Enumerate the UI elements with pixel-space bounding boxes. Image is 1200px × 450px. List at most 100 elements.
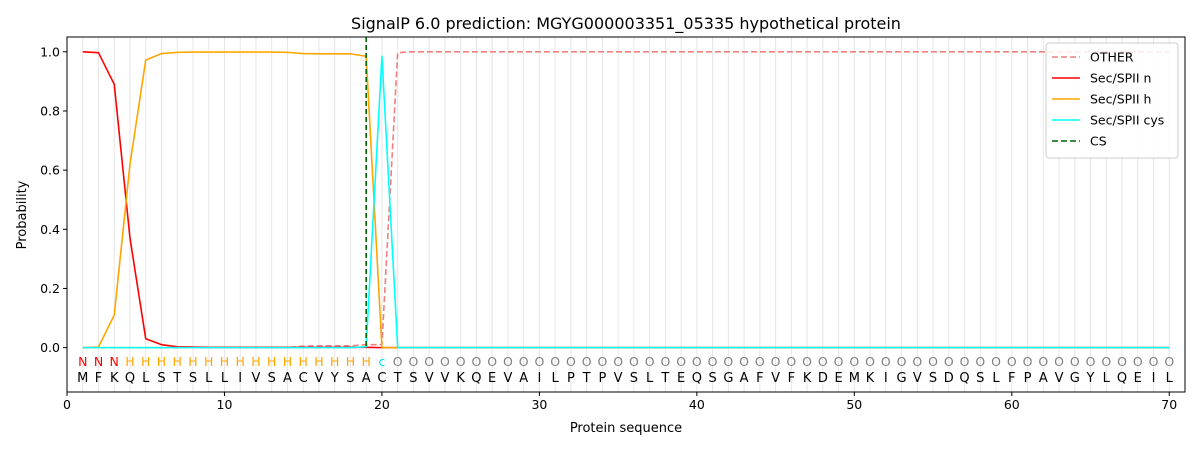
- region-label: H: [361, 354, 370, 369]
- series-line-sec-spii-cys: [82, 55, 1170, 349]
- y-tick-label: 0.4: [40, 222, 60, 237]
- region-label: O: [912, 354, 922, 369]
- region-label: O: [534, 354, 544, 369]
- residue-label: S: [708, 371, 716, 386]
- x-tick-label: 40: [689, 397, 705, 412]
- region-label: O: [471, 354, 481, 369]
- residue-label: V: [252, 371, 261, 386]
- residue-label: P: [598, 371, 606, 386]
- residue-label: G: [1070, 371, 1080, 386]
- region-label: O: [755, 354, 765, 369]
- residue-label: A: [740, 371, 749, 386]
- residue-label: Q: [471, 371, 481, 386]
- y-tick-label: 0.2: [40, 281, 60, 296]
- residue-label: T: [582, 371, 591, 386]
- residue-label: L: [221, 371, 229, 386]
- x-tick-label: 10: [217, 397, 233, 412]
- residue-label: F: [756, 371, 763, 386]
- residue-label: D: [818, 371, 828, 386]
- legend-label: Sec/SPII n: [1090, 71, 1151, 86]
- region-label: H: [157, 354, 166, 369]
- region-label: O: [991, 354, 1001, 369]
- y-tick-label: 1.0: [40, 44, 60, 59]
- region-label: O: [424, 354, 434, 369]
- region-label: O: [1070, 354, 1080, 369]
- region-label: O: [1101, 354, 1111, 369]
- residue-label: Y: [330, 371, 339, 386]
- residue-label: K: [110, 371, 119, 386]
- residue-label: I: [238, 371, 242, 386]
- region-label: O: [440, 354, 450, 369]
- residue-label: Q: [125, 371, 135, 386]
- region-label: H: [330, 354, 339, 369]
- region-label: O: [771, 354, 781, 369]
- residue-label: V: [425, 371, 434, 386]
- residue-label: I: [1152, 371, 1156, 386]
- legend: OTHER Sec/SPII n Sec/SPII h Sec/SPII cys CS: [1045, 42, 1179, 159]
- residue-label: V: [771, 371, 780, 386]
- region-label: c: [378, 354, 385, 369]
- region-label: O: [692, 354, 702, 369]
- region-label: O: [519, 354, 529, 369]
- residue-label: P: [567, 371, 575, 386]
- x-tick-label: 50: [846, 397, 862, 412]
- residue-label: E: [1134, 371, 1142, 386]
- residue-label: K: [456, 371, 465, 386]
- residue-label: V: [1055, 371, 1064, 386]
- region-label: N: [94, 354, 103, 369]
- residue-label: F: [1008, 371, 1015, 386]
- region-label: O: [582, 354, 592, 369]
- x-tick-label: 20: [374, 397, 390, 412]
- region-label: O: [550, 354, 560, 369]
- residue-label: M: [77, 371, 88, 386]
- residue-label: T: [393, 371, 402, 386]
- residue-label: F: [788, 371, 795, 386]
- legend-box: [1045, 42, 1179, 159]
- region-label: O: [503, 354, 513, 369]
- region-label: O: [1038, 354, 1048, 369]
- region-label: H: [283, 354, 292, 369]
- residue-label: V: [503, 371, 512, 386]
- residue-label: S: [189, 371, 197, 386]
- residue-label: S: [268, 371, 276, 386]
- y-tick-label: 0.0: [40, 340, 60, 355]
- region-label: O: [723, 354, 733, 369]
- region-label: O: [629, 354, 639, 369]
- residue-label: S: [976, 371, 984, 386]
- region-label: O: [393, 354, 403, 369]
- residue-label: L: [992, 371, 1000, 386]
- residue-label: E: [488, 371, 496, 386]
- residue-label: S: [157, 371, 165, 386]
- region-label: O: [881, 354, 891, 369]
- residue-label: C: [299, 371, 308, 386]
- y-tick-label: 0.8: [40, 103, 60, 118]
- residue-label: Q: [692, 371, 702, 386]
- y-axis-ticks: 0.0 0.2 0.4 0.6 0.8 1.0: [40, 44, 67, 355]
- region-label: H: [236, 354, 245, 369]
- residue-label: S: [630, 371, 638, 386]
- region-label: O: [660, 354, 670, 369]
- region-label: O: [1133, 354, 1143, 369]
- y-axis-label: Probability: [15, 180, 30, 249]
- x-axis-ticks: 0 10 20 30 40 50 60 70: [63, 392, 1177, 412]
- region-label: O: [928, 354, 938, 369]
- region-label: H: [188, 354, 197, 369]
- region-label: O: [566, 354, 576, 369]
- residue-label: V: [913, 371, 922, 386]
- region-label: H: [314, 354, 323, 369]
- region-label: O: [1086, 354, 1096, 369]
- x-tick-label: 70: [1161, 397, 1177, 412]
- legend-label: CS: [1090, 134, 1107, 149]
- residue-label: A: [1039, 371, 1048, 386]
- region-label: O: [1164, 354, 1174, 369]
- sequence-labels: NMNFNKHQHLHSHTHSHLHLHIHVHSHAHCHVHYHSHAcC…: [77, 354, 1174, 386]
- residue-label: E: [834, 371, 842, 386]
- residue-label: L: [646, 371, 654, 386]
- region-label: O: [865, 354, 875, 369]
- region-label: O: [849, 354, 859, 369]
- residue-label: S: [409, 371, 417, 386]
- region-label: O: [897, 354, 907, 369]
- residue-label: L: [142, 371, 150, 386]
